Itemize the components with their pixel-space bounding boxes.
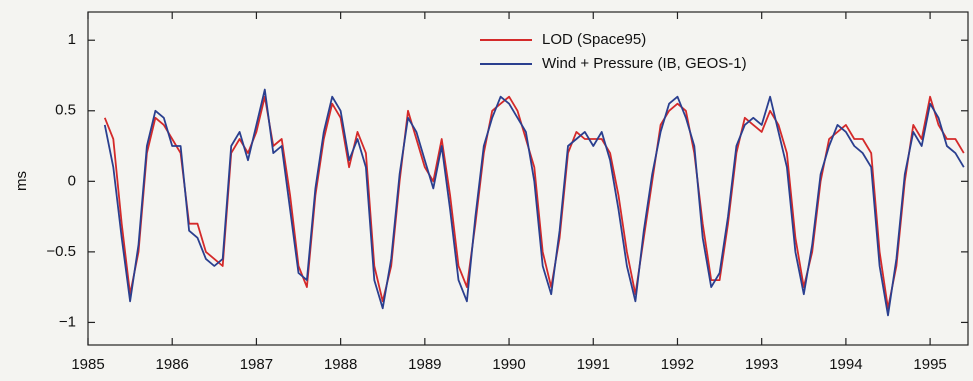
x-tick-label: 1986 — [156, 356, 189, 373]
x-tick-label: 1991 — [577, 356, 610, 373]
x-tick-label: 1985 — [71, 356, 104, 373]
x-tick-label: 1994 — [829, 356, 862, 373]
y-axis-label: ms — [13, 171, 30, 191]
y-tick-label: 0 — [68, 172, 76, 189]
x-tick-label: 1992 — [661, 356, 694, 373]
y-tick-label: 1 — [68, 31, 76, 48]
x-tick-label: 1990 — [492, 356, 525, 373]
x-tick-label: 1987 — [240, 356, 273, 373]
legend-label: Wind + Pressure (IB, GEOS-1) — [542, 55, 747, 72]
x-tick-label: 1993 — [745, 356, 778, 373]
x-tick-label: 1995 — [913, 356, 946, 373]
x-tick-label: 1988 — [324, 356, 357, 373]
plot-area — [87, 11, 969, 346]
y-tick-label: −0.5 — [46, 243, 76, 260]
x-tick-label: 1989 — [408, 356, 441, 373]
legend-label: LOD (Space95) — [542, 31, 646, 48]
series-line — [103, 88, 965, 317]
series-line — [103, 95, 965, 310]
y-tick-label: −1 — [59, 313, 76, 330]
y-tick-label: 0.5 — [55, 102, 76, 119]
